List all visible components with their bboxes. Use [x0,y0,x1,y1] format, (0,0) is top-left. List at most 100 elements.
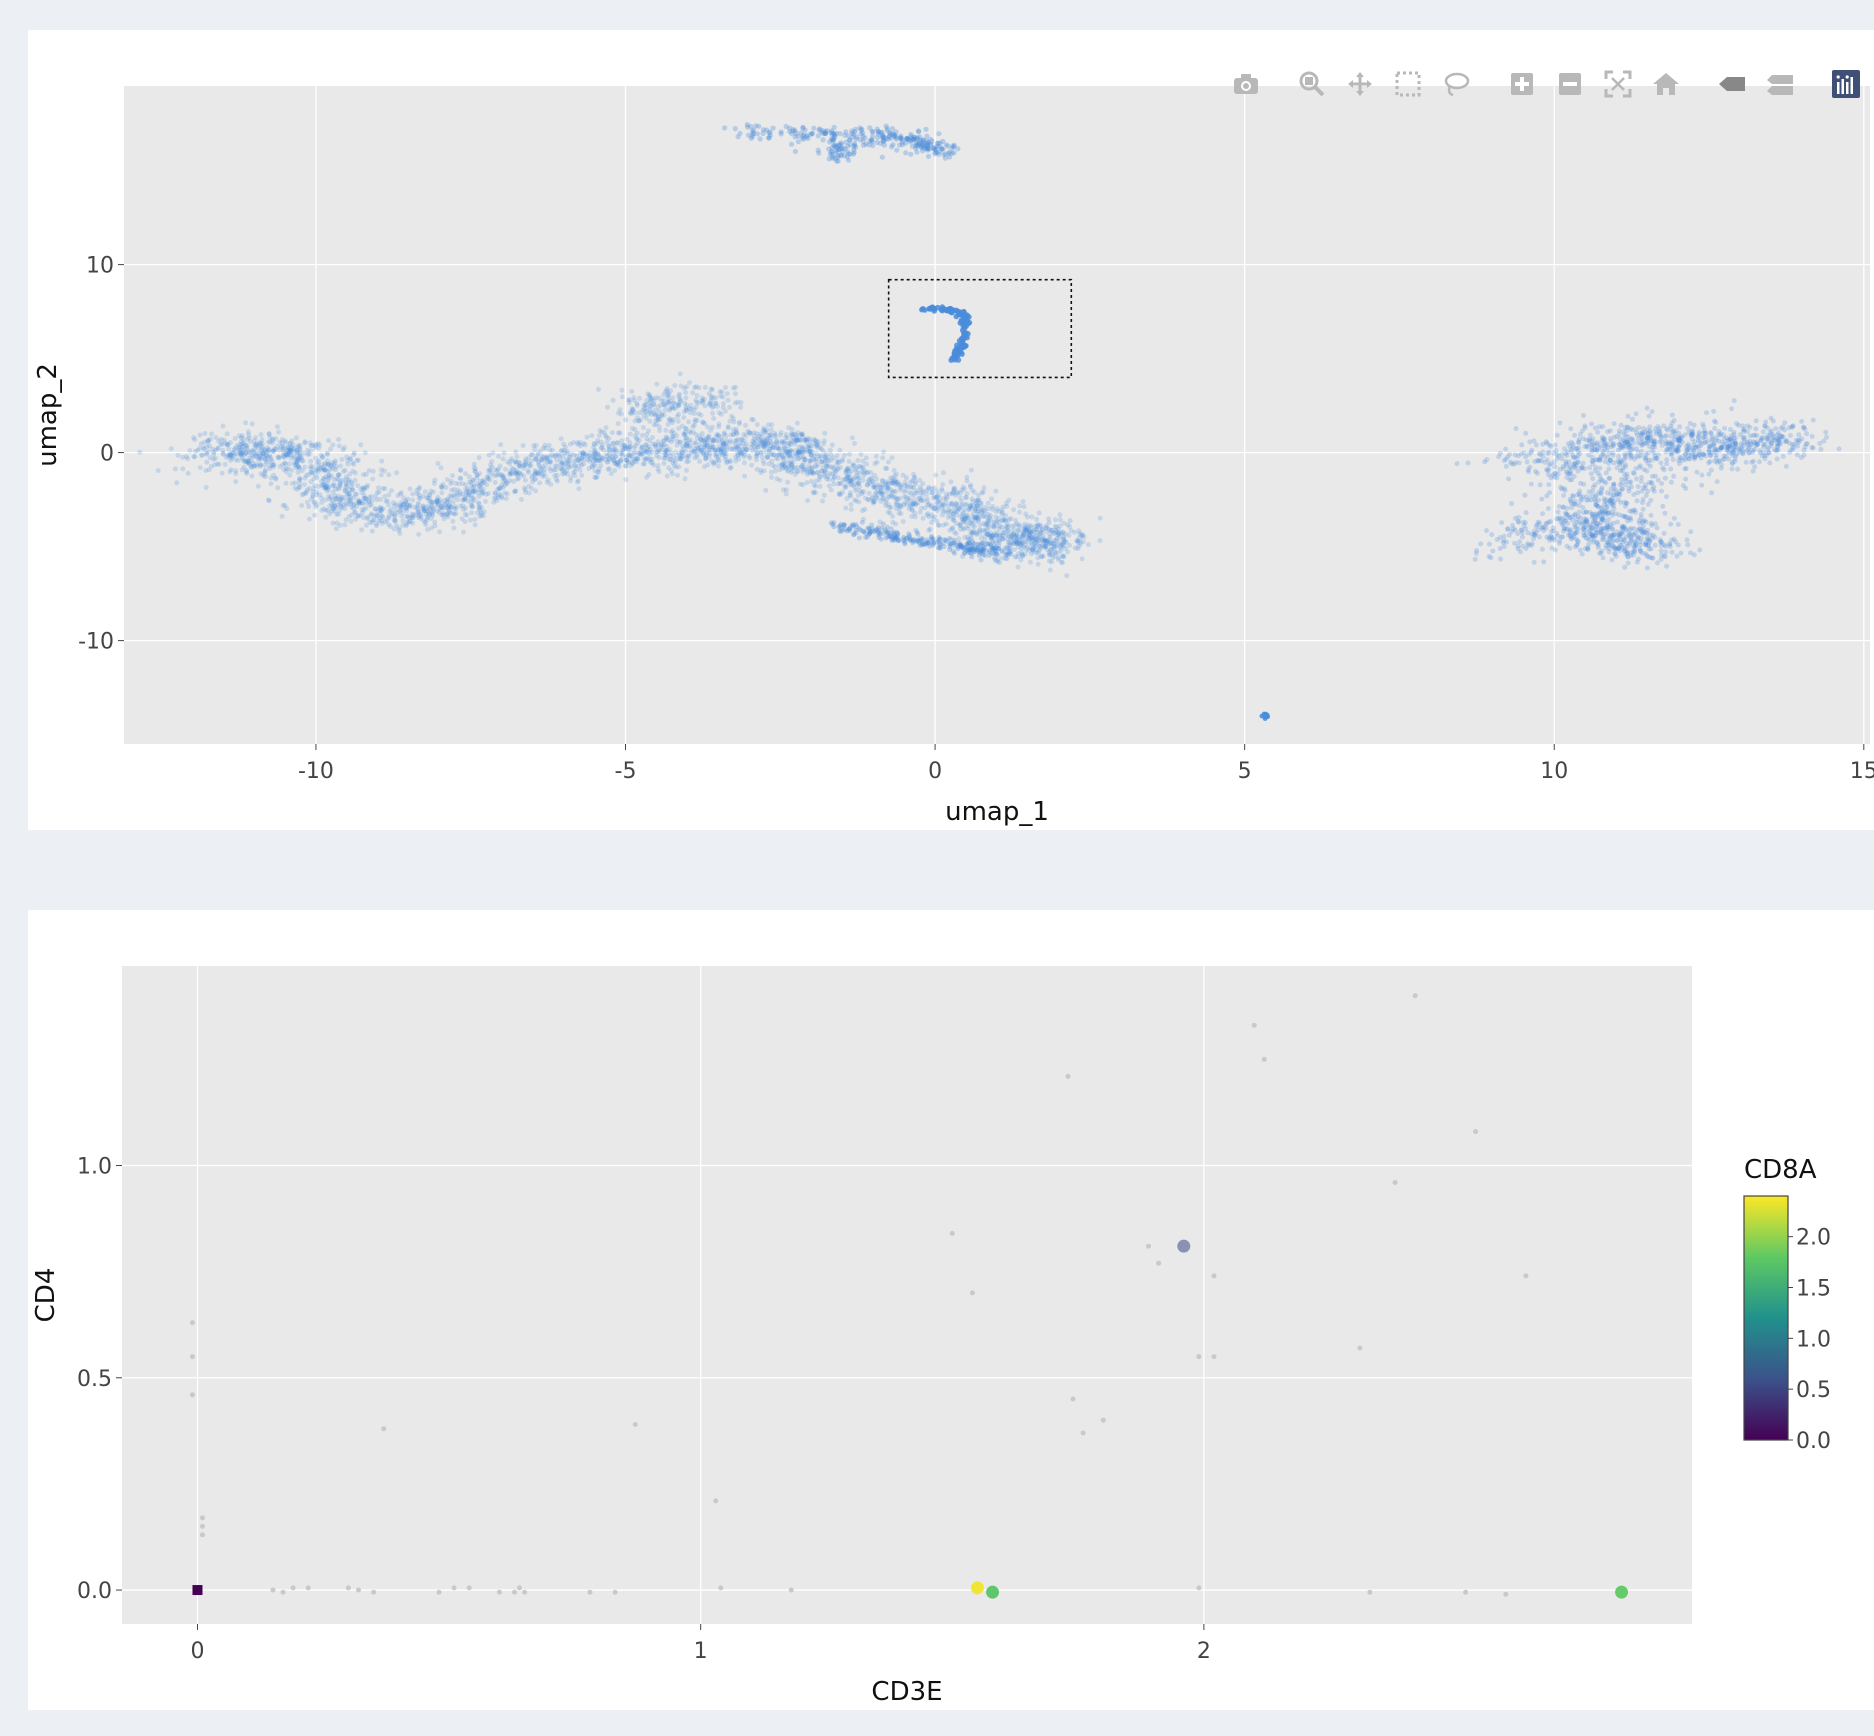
data-point [927,141,934,147]
data-point [694,436,700,441]
data-point [578,459,583,465]
data-point [785,453,791,459]
data-point [675,418,681,424]
data-point [199,453,205,458]
data-point [487,477,493,483]
data-point [924,133,930,139]
data-point [500,473,506,479]
data-point [663,427,669,433]
data-point [687,443,693,449]
plot-area[interactable] [124,86,1870,744]
data-point [683,430,689,436]
data-point [928,304,935,311]
data-point [470,504,476,510]
data-point [676,411,682,417]
data-point [928,136,934,142]
data-point [819,459,825,464]
data-point [773,468,778,474]
data-point [551,453,557,459]
data-point [1026,530,1032,536]
umap-plot-panel: -10 -5 0 5 10 15 -10 0 10 umap_1 umap_2 [28,30,1874,830]
data-point [348,518,354,524]
data-point [1499,520,1505,526]
data-point [856,463,862,469]
data-point [713,434,719,439]
data-point [449,487,455,493]
data-point [668,439,674,445]
data-point [405,519,411,525]
data-point [881,142,888,148]
data-point [721,431,727,437]
data-point [579,472,585,478]
data-point [329,497,335,503]
data-point [343,501,349,507]
data-point [677,396,682,402]
data-point [610,397,616,403]
data-point [757,136,763,142]
data-point [768,440,774,446]
data-point [961,332,967,339]
data-point [684,384,689,390]
data-point [659,444,664,450]
data-point [257,461,263,467]
data-point [780,449,786,454]
data-point [623,477,629,483]
data-point [1067,524,1073,530]
data-point [296,454,302,460]
data-point [992,555,998,561]
data-point [1740,423,1746,429]
data-point [800,133,807,139]
data-point [697,459,703,464]
data-point [436,501,442,507]
data-point [471,497,477,503]
data-point [927,526,933,532]
data-point [852,485,858,491]
data-point [341,445,347,451]
data-point [1079,556,1085,562]
data-point [790,432,796,437]
data-point [337,496,343,502]
data-point [253,443,259,449]
data-point [477,471,483,477]
data-point [665,448,671,454]
data-point [1028,524,1034,530]
data-point [219,470,225,476]
data-point [813,464,819,470]
data-point [225,452,231,458]
data-point [463,471,468,477]
data-point [252,442,258,448]
data-point [239,451,244,457]
data-point [634,437,640,442]
data-point [918,143,924,150]
data-point [522,477,528,483]
data-point [766,135,772,141]
data-point [1027,523,1033,529]
data-point [974,497,979,503]
data-point [669,471,675,477]
data-point [834,466,840,472]
data-point [761,461,767,467]
data-point [334,511,340,517]
data-point [538,467,544,473]
data-point [326,484,332,490]
data-point [328,446,333,452]
data-point [749,128,755,134]
data-point [811,125,817,131]
data-point [708,395,714,401]
data-point [899,137,905,143]
data-point [243,420,249,426]
data-point [608,471,614,477]
data-point [912,510,918,516]
data-point [429,500,434,506]
data-point [490,450,496,456]
data-point [463,486,469,492]
data-point [619,387,625,393]
data-point [849,435,855,441]
data-point [665,390,671,396]
data-point [836,142,842,148]
data-point [979,540,985,546]
data-point [684,435,690,441]
data-point [361,492,367,498]
data-point [554,451,560,457]
